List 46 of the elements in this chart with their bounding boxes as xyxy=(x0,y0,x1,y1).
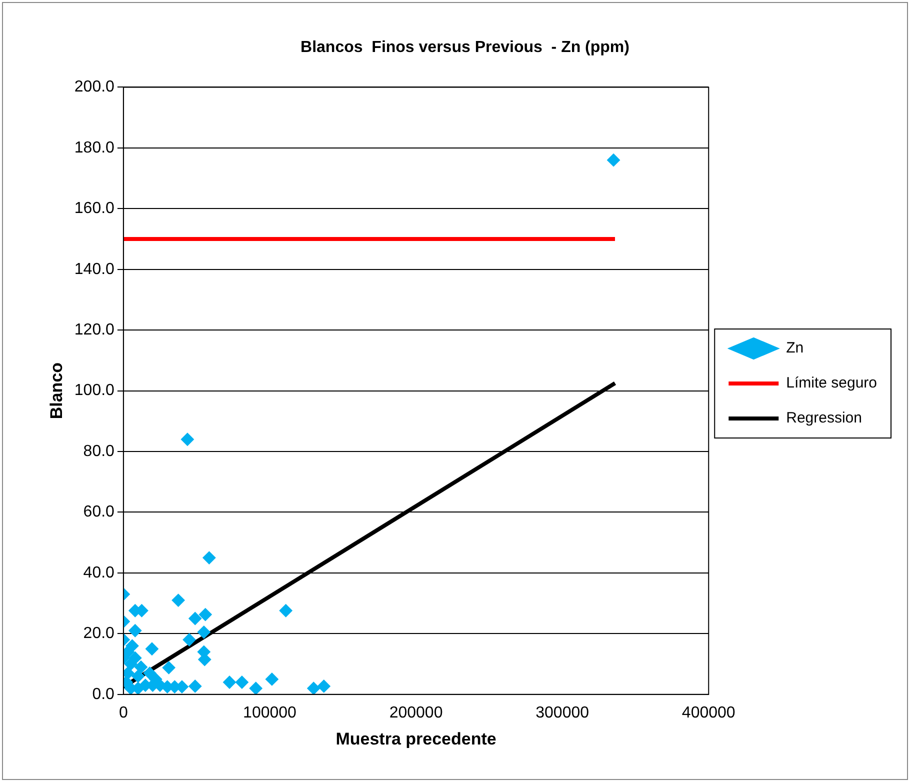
point xyxy=(197,626,210,639)
point xyxy=(182,633,196,646)
y-tick-label: 100.0 xyxy=(74,382,115,400)
point xyxy=(128,651,142,664)
legend-label: Zn xyxy=(786,340,804,357)
point xyxy=(317,680,330,693)
point xyxy=(188,612,202,625)
y-tick-label: 200.0 xyxy=(74,78,115,96)
point xyxy=(134,660,148,674)
point xyxy=(143,666,156,680)
legend-label: Regression xyxy=(786,410,862,427)
point xyxy=(607,154,620,167)
point xyxy=(307,682,320,694)
point xyxy=(279,604,292,618)
y-tick-label: 80.0 xyxy=(83,442,115,460)
point xyxy=(223,676,236,689)
point xyxy=(202,551,216,564)
point xyxy=(126,639,139,652)
point xyxy=(172,594,185,607)
x-axis-title: Muestra precedente xyxy=(336,729,496,748)
chart-title: Blancos Finos versus Previous - Zn (ppm) xyxy=(300,39,630,56)
y-tick-label: 40.0 xyxy=(83,564,115,582)
x-tick-label: 100000 xyxy=(243,704,297,722)
legend-label: Límite seguro xyxy=(786,374,878,392)
y-tick-label: 140.0 xyxy=(74,260,115,278)
x-tick-label: 300000 xyxy=(536,704,590,722)
point xyxy=(180,432,194,446)
point xyxy=(235,676,248,689)
y-axis-title: Blanco xyxy=(46,362,66,420)
point xyxy=(188,680,202,693)
point xyxy=(249,682,262,694)
y-tick-label: 0.0 xyxy=(92,686,115,703)
point xyxy=(198,608,212,622)
x-tick-label: 0 xyxy=(118,704,128,722)
y-tick-label: 60.0 xyxy=(83,504,115,521)
y-tick-label: 180.0 xyxy=(74,139,115,156)
y-tick-label: 120.0 xyxy=(74,321,115,338)
point xyxy=(132,670,145,683)
x-tick-label: 200000 xyxy=(389,704,443,722)
point xyxy=(265,672,278,686)
y-tick-label: 160.0 xyxy=(74,200,115,218)
point xyxy=(128,624,142,638)
x-tick-label: 400000 xyxy=(682,704,736,722)
point xyxy=(162,661,176,674)
y-tick-label: 20.0 xyxy=(83,625,115,642)
point xyxy=(145,642,158,656)
